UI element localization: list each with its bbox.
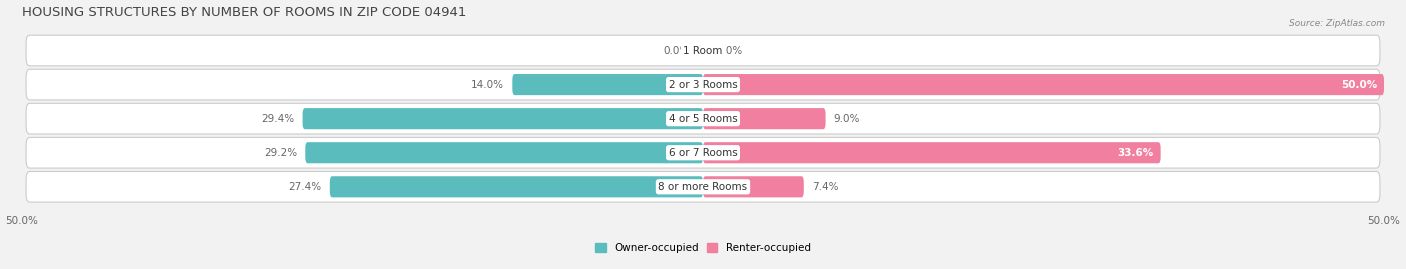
FancyBboxPatch shape	[330, 176, 703, 197]
Text: 29.2%: 29.2%	[264, 148, 297, 158]
FancyBboxPatch shape	[27, 69, 1379, 100]
Text: 4 or 5 Rooms: 4 or 5 Rooms	[669, 114, 737, 124]
FancyBboxPatch shape	[302, 108, 703, 129]
FancyBboxPatch shape	[703, 74, 1384, 95]
FancyBboxPatch shape	[27, 137, 1379, 168]
Text: 0.0%: 0.0%	[664, 45, 689, 55]
Text: 0.0%: 0.0%	[717, 45, 742, 55]
Text: 2 or 3 Rooms: 2 or 3 Rooms	[669, 80, 737, 90]
Text: 50.0%: 50.0%	[1341, 80, 1378, 90]
Text: 29.4%: 29.4%	[262, 114, 294, 124]
Text: Source: ZipAtlas.com: Source: ZipAtlas.com	[1289, 19, 1385, 28]
Text: 14.0%: 14.0%	[471, 80, 505, 90]
FancyBboxPatch shape	[703, 176, 804, 197]
FancyBboxPatch shape	[703, 142, 1160, 163]
Text: 27.4%: 27.4%	[288, 182, 322, 192]
Text: 8 or more Rooms: 8 or more Rooms	[658, 182, 748, 192]
Text: 7.4%: 7.4%	[811, 182, 838, 192]
Text: 6 or 7 Rooms: 6 or 7 Rooms	[669, 148, 737, 158]
FancyBboxPatch shape	[703, 108, 825, 129]
Text: 33.6%: 33.6%	[1118, 148, 1154, 158]
Text: 9.0%: 9.0%	[834, 114, 860, 124]
FancyBboxPatch shape	[512, 74, 703, 95]
FancyBboxPatch shape	[305, 142, 703, 163]
Legend: Owner-occupied, Renter-occupied: Owner-occupied, Renter-occupied	[591, 239, 815, 257]
FancyBboxPatch shape	[27, 35, 1379, 66]
FancyBboxPatch shape	[27, 171, 1379, 202]
Text: HOUSING STRUCTURES BY NUMBER OF ROOMS IN ZIP CODE 04941: HOUSING STRUCTURES BY NUMBER OF ROOMS IN…	[22, 6, 467, 19]
Text: 1 Room: 1 Room	[683, 45, 723, 55]
FancyBboxPatch shape	[27, 103, 1379, 134]
